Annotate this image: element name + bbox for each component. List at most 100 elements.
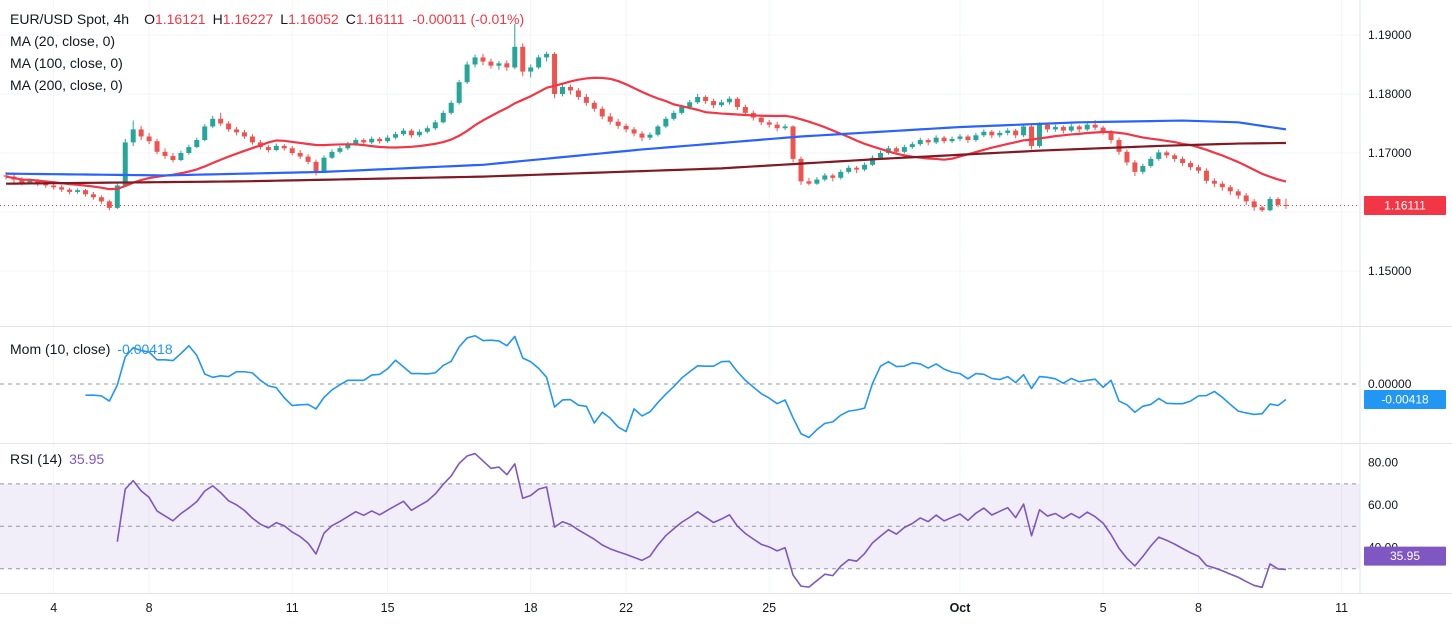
candle-body	[90, 194, 96, 198]
last-price-badge-text: 1.16111	[1384, 198, 1426, 212]
candle-body	[424, 128, 430, 132]
candle-body	[361, 140, 367, 143]
ma100-legend-row[interactable]: MA (100, close, 0)	[10, 55, 123, 71]
candle-body	[671, 112, 677, 119]
time-tick-label: 18	[524, 601, 538, 615]
ma20-legend-row[interactable]: MA (20, close, 0)	[10, 33, 116, 49]
candle-body	[98, 197, 104, 202]
candle-body	[27, 180, 33, 183]
candle-body	[583, 96, 589, 103]
ma200-legend-row[interactable]: MA (200, close, 0)	[10, 77, 123, 93]
candle-body	[75, 190, 81, 192]
candle-body	[273, 145, 279, 151]
candle-body	[249, 136, 255, 143]
candle-body	[1116, 140, 1122, 152]
candle-body	[377, 138, 383, 142]
candle-body	[989, 131, 995, 136]
candle-body	[1283, 204, 1289, 206]
candle-body	[1275, 199, 1281, 205]
candle-body	[663, 118, 669, 127]
candle-body	[631, 129, 637, 134]
candle-body	[186, 147, 192, 153]
momentum-value-badge: -0.00418	[1364, 390, 1446, 410]
candle-body	[265, 147, 271, 151]
candle-body	[19, 179, 25, 183]
candle-body	[1235, 191, 1241, 196]
candle-body	[138, 129, 144, 137]
candles-layer	[3, 23, 1289, 212]
candle-body	[448, 102, 454, 113]
candle-body	[154, 141, 160, 152]
candle-body	[146, 136, 152, 142]
rsi-value: 35.95	[69, 451, 105, 467]
time-tick-label: 11	[1335, 601, 1348, 615]
last-price-badge: 1.16111	[1364, 195, 1446, 215]
time-tick-label: 5	[1100, 601, 1107, 615]
candle-body	[1044, 124, 1050, 130]
candle-body	[1052, 127, 1058, 130]
candle-body	[432, 122, 438, 129]
candle-body	[981, 131, 987, 136]
time-axis[interactable]: 4 8 11 15 18 22 25 Oct 5 8 11	[50, 601, 1348, 615]
candle-body	[758, 117, 764, 123]
candle-body	[289, 148, 295, 153]
ma20-line	[5, 76, 1287, 191]
candle-body	[1076, 126, 1082, 130]
candle-body	[297, 153, 303, 157]
change-value: -0.00011 (-0.01%)	[412, 11, 525, 27]
momentum-tick-label: 0.00000	[1368, 377, 1412, 391]
candle-body	[687, 102, 693, 107]
candle-body	[766, 122, 772, 125]
candle-body	[623, 125, 629, 130]
candle-body	[1124, 151, 1130, 163]
candle-body	[43, 183, 49, 186]
candle-body	[1164, 152, 1170, 156]
symbol-legend-row[interactable]: EUR/USD Spot, 4h O1.16121 H1.16227 L1.16052…	[10, 8, 524, 30]
price-tick-label: 1.15000	[1368, 264, 1412, 278]
price-tick-label: 1.18000	[1368, 87, 1412, 101]
candle-body	[798, 158, 804, 182]
price-axis[interactable]: 1.19000 1.18000 1.17000 1.15000 0.00000 80.00…	[1368, 28, 1412, 555]
candle-body	[1180, 158, 1186, 164]
candle-body	[313, 161, 319, 172]
candle-body	[806, 181, 812, 184]
candle-body	[774, 124, 780, 129]
candle-body	[1021, 126, 1027, 136]
candle-body	[878, 153, 883, 158]
time-tick-label: 11	[286, 601, 299, 615]
candle-body	[3, 175, 9, 177]
candle-body	[480, 57, 486, 62]
candle-body	[544, 53, 550, 58]
candle-body	[178, 153, 184, 161]
candle-body	[114, 185, 120, 208]
candle-body	[1060, 127, 1066, 131]
candle-body	[234, 129, 240, 133]
high-label: H	[212, 11, 223, 27]
main-legend: EUR/USD Spot, 4h O1.16121 H1.16227 L1.16052…	[10, 8, 524, 96]
momentum-legend[interactable]: Mom (10, close) -0.00418	[10, 338, 173, 360]
candle-body	[369, 138, 375, 143]
time-tick-label: Oct	[950, 601, 972, 615]
candle-body	[122, 142, 128, 186]
rsi-tick-label: 80.00	[1368, 456, 1398, 470]
candle-body	[456, 82, 462, 103]
candle-body	[854, 167, 860, 170]
candle-body	[67, 189, 73, 192]
candle-body	[893, 148, 899, 152]
candle-body	[520, 46, 526, 72]
candle-body	[647, 134, 653, 138]
candle-body	[814, 179, 820, 184]
open-label: O	[144, 11, 155, 27]
candle-body	[1092, 124, 1098, 128]
time-tick-label: 8	[146, 601, 153, 615]
time-tick-label: 22	[619, 601, 633, 615]
candle-body	[1243, 195, 1249, 202]
low-value: 1.16052	[288, 11, 339, 27]
candle-body	[615, 121, 621, 126]
candle-body	[281, 145, 287, 149]
rsi-legend[interactable]: RSI (14) 35.95	[10, 448, 104, 470]
candle-body	[567, 86, 573, 91]
candle-body	[719, 102, 724, 106]
candle-body	[512, 46, 518, 68]
